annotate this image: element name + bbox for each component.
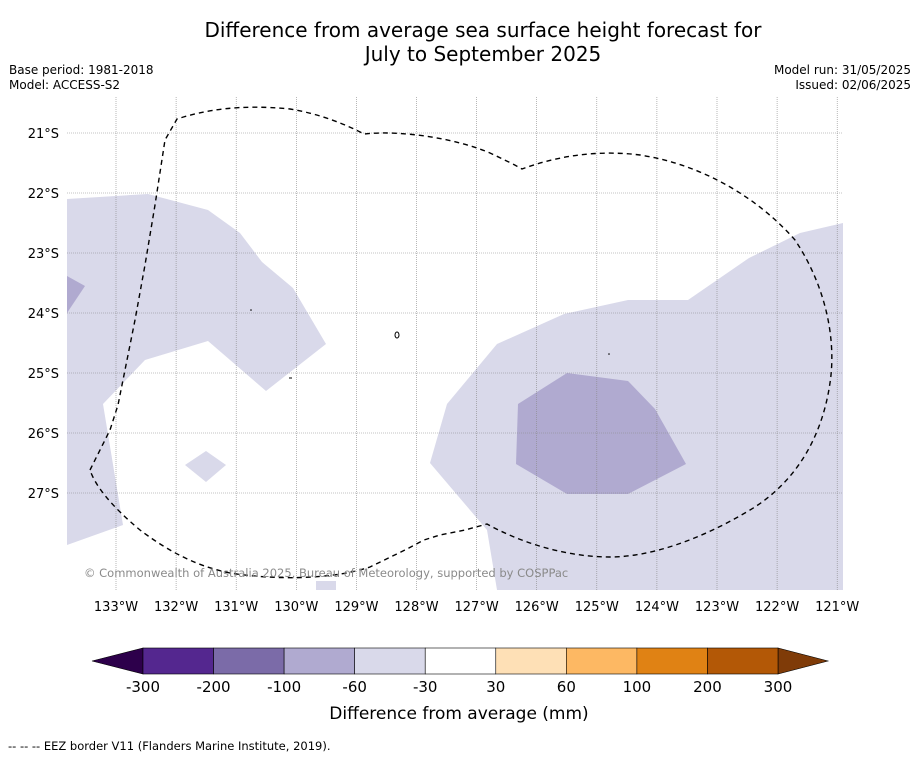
map-field <box>67 194 843 590</box>
colorbar-over-arrow <box>777 647 830 675</box>
base-period: Base period: 1981-2018 <box>9 63 154 77</box>
anomaly-patch-bottom <box>316 581 336 590</box>
colorbar-tick-label: -200 <box>197 678 231 696</box>
lon-label: 125°W <box>575 600 619 615</box>
eez-footnote: -- -- -- EEZ border V11 (Flanders Marine… <box>8 739 331 753</box>
lon-label: 123°W <box>695 600 739 615</box>
copyright-notice: © Commonwealth of Australia 2025, Bureau… <box>84 566 568 580</box>
colorbar-segment <box>213 647 285 675</box>
anomaly-patch-small <box>185 451 226 482</box>
colorbar-tick-label: 100 <box>623 678 652 696</box>
colorbar-tick-label: -300 <box>126 678 160 696</box>
lon-label: 129°W <box>334 600 378 615</box>
gridlines <box>67 97 843 590</box>
lon-label: 130°W <box>274 600 318 615</box>
colorbar-segment <box>142 647 214 675</box>
lat-label: 27°S <box>28 487 59 502</box>
lat-label: 25°S <box>28 367 59 382</box>
lon-label: 126°W <box>515 600 559 615</box>
lon-label: 131°W <box>214 600 258 615</box>
anomaly-region-west <box>67 194 326 545</box>
colorbar-segment <box>495 647 567 675</box>
colorbar-tick-label: -60 <box>342 678 367 696</box>
colorbar-segment <box>707 647 779 675</box>
lon-label: 124°W <box>635 600 679 615</box>
lon-label: 133°W <box>94 600 138 615</box>
map-title: Difference from average sea surface heig… <box>0 18 919 66</box>
lat-label: 24°S <box>28 307 59 322</box>
anomaly-patch-west-edge <box>67 276 85 313</box>
meta-left: Base period: 1981-2018 Model: ACCESS-S2 <box>9 63 154 93</box>
title-line-1: Difference from average sea surface heig… <box>204 18 762 42</box>
lon-label: 122°W <box>755 600 799 615</box>
island-marker <box>394 331 400 339</box>
meta-right: Model run: 31/05/2025 Issued: 02/06/2025 <box>774 63 911 93</box>
latitude-labels: 21°S 22°S 23°S 24°S 25°S 26°S 27°S <box>28 127 59 502</box>
lon-label: 128°W <box>394 600 438 615</box>
colorbar-segment <box>283 647 355 675</box>
colorbar-tick-label: 30 <box>486 678 505 696</box>
lat-label: 22°S <box>28 187 59 202</box>
island-marker <box>608 353 610 355</box>
colorbar-segment <box>354 647 426 675</box>
lat-label: 21°S <box>28 127 59 142</box>
lon-label: 121°W <box>815 600 859 615</box>
lat-label: 26°S <box>28 427 59 442</box>
issued-date: Issued: 02/06/2025 <box>795 78 911 92</box>
eez-border <box>89 106 833 579</box>
island-marker <box>250 309 252 311</box>
colorbar-segment <box>424 647 497 675</box>
lon-label: 127°W <box>455 600 499 615</box>
colorbar-tick-label: 60 <box>557 678 576 696</box>
model-run: Model run: 31/05/2025 <box>773 63 911 77</box>
colorbar-segment <box>636 647 708 675</box>
colorbar-tick-label: 300 <box>764 678 793 696</box>
colorbar: -300 -200 -100 -60 -30 30 60 100 200 300 <box>91 647 830 696</box>
colorbar-tick-label: -100 <box>267 678 301 696</box>
colorbar-segment <box>566 647 638 675</box>
lon-label: 132°W <box>154 600 198 615</box>
colorbar-tick-label: 200 <box>693 678 722 696</box>
model-name: Model: ACCESS-S2 <box>9 78 121 92</box>
colorbar-under-arrow <box>91 647 144 675</box>
colorbar-tick-label: -30 <box>413 678 438 696</box>
anomaly-core-east <box>516 373 686 494</box>
colorbar-label: Difference from average (mm) <box>329 704 588 724</box>
lat-label: 23°S <box>28 247 59 262</box>
title-line-2: July to September 2025 <box>364 42 602 66</box>
longitude-labels: 133°W 132°W 131°W 130°W 129°W 128°W 127°W 126°W… <box>94 600 860 615</box>
